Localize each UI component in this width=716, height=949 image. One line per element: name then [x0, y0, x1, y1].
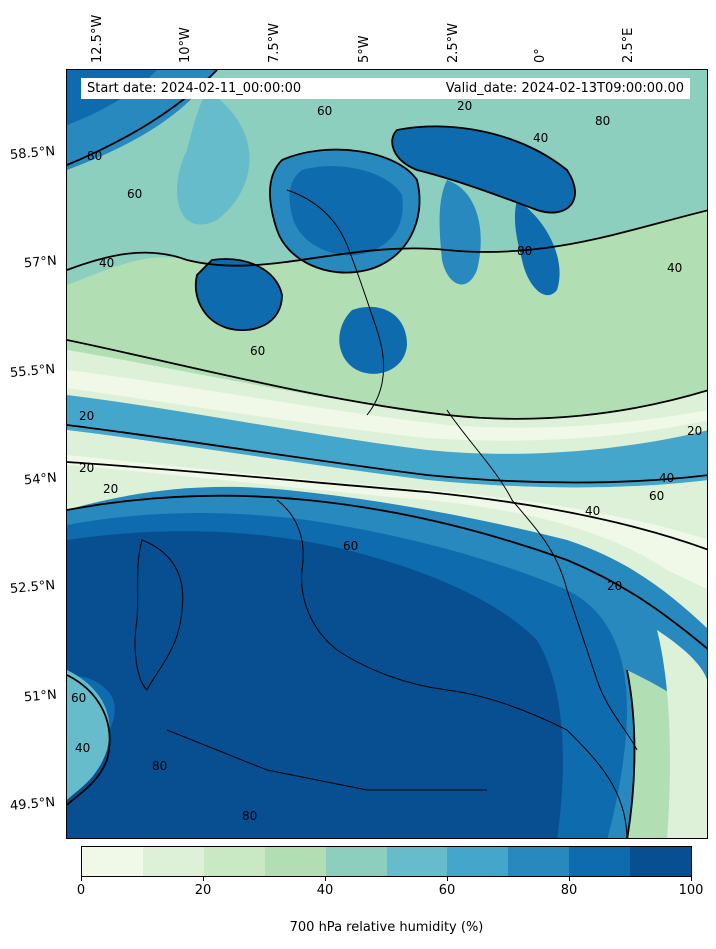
colorbar-segment	[325, 847, 387, 876]
coastline-britain-east	[446, 409, 638, 751]
colorbar-tick-label: 60	[438, 883, 456, 898]
contour-label: 20	[607, 579, 622, 593]
contour-line	[391, 125, 576, 214]
moist-core-central	[339, 306, 407, 374]
valid-date: Valid_date: 2024-02-13T09:00:00.00	[445, 81, 684, 96]
contour-label: 40	[99, 256, 114, 270]
colorbar-segment	[82, 847, 143, 876]
colorbar-segment	[508, 847, 570, 876]
contour-label: 80	[595, 114, 610, 128]
coastline-britain-west	[276, 499, 628, 838]
very-dry-band-north	[67, 370, 707, 441]
longitude-label: 12.5°W	[90, 14, 105, 63]
longitude-label: 0°	[533, 48, 548, 63]
contour-label: 60	[71, 691, 86, 705]
contour-line	[67, 209, 707, 271]
contour-label: 80	[152, 759, 167, 773]
moist-region-south-core	[67, 531, 563, 838]
longitude-label: 7.5°W	[267, 22, 282, 63]
contour-label: 40	[533, 131, 548, 145]
contour-line	[67, 494, 707, 650]
colorbar-tick	[203, 877, 204, 881]
contour-label: 20	[687, 424, 702, 438]
start-date: Start date: 2024-02-11_00:00:00	[87, 81, 302, 96]
contour-line	[67, 461, 707, 551]
contour-label: 80	[242, 809, 257, 823]
moist-streak-north-sea	[392, 126, 576, 213]
contour-label: 40	[75, 741, 90, 755]
colorbar-tick	[569, 877, 570, 881]
colorbar-segment	[447, 847, 509, 876]
colorbar-segment	[264, 847, 326, 876]
moist-band	[177, 90, 250, 225]
colorbar-tick	[691, 877, 692, 881]
latitude-label: 51°N	[23, 687, 58, 706]
contour-line	[67, 339, 707, 420]
longitude-label: 2.5°W	[446, 22, 461, 63]
contour-label: 60	[649, 489, 664, 503]
contour-label: 60	[343, 539, 358, 553]
header-box: Start date: 2024-02-11_00:00:00 Valid_da…	[81, 78, 690, 99]
moist-streak-east	[439, 180, 481, 285]
contour-label: 40	[585, 504, 600, 518]
contour-line	[269, 148, 421, 274]
colorbar-segment	[142, 847, 204, 876]
latitude-label: 57°N	[23, 253, 58, 272]
contour-line	[626, 669, 636, 838]
colorbar-tick	[447, 877, 448, 881]
latitude-label: 49.5°N	[9, 795, 56, 814]
contour-line	[67, 424, 707, 484]
humidity-map-svg: 20 20 20 20 20 20 40 40 40 40 40 40 60 6…	[67, 70, 707, 838]
humidity-map: 20 20 20 20 20 20 40 40 40 40 40 40 60 6…	[66, 69, 708, 839]
coastline-scotland	[286, 189, 385, 416]
contour-label: 20	[79, 409, 94, 423]
latitude-label: 55.5°N	[9, 362, 56, 381]
coastline-ireland	[134, 539, 184, 691]
contour-label: 20	[79, 461, 94, 475]
colorbar-title: 700 hPa relative humidity (%)	[289, 920, 484, 935]
latitude-label: 58.5°N	[9, 144, 56, 163]
colorbar	[81, 846, 692, 877]
longitude-label: 10°W	[178, 27, 193, 63]
latitude-label: 54°N	[23, 470, 58, 489]
moist-streak-east-core	[514, 200, 560, 296]
longitude-label: 2.5°E	[621, 27, 636, 63]
contour-label: 60	[317, 104, 332, 118]
contour-line	[67, 674, 111, 806]
dry-region-southeast	[657, 630, 707, 838]
colorbar-segment	[386, 847, 448, 876]
colorbar-segment	[203, 847, 265, 876]
colorbar-tick	[81, 877, 82, 881]
contour-label: 20	[103, 482, 118, 496]
contour-label: 80	[517, 244, 532, 258]
latitude-label: 52.5°N	[9, 578, 56, 597]
contour-label: 40	[659, 471, 674, 485]
colorbar-tick-label: 40	[316, 883, 334, 898]
colorbar-tick-label: 100	[678, 883, 704, 898]
longitude-label: 5°W	[357, 35, 372, 63]
contour-label: 80	[87, 149, 102, 163]
colorbar-segment	[569, 847, 631, 876]
moist-band-middle	[67, 395, 707, 488]
coastline-france	[166, 729, 487, 791]
contour-label: 60	[127, 187, 142, 201]
colorbar-segment	[630, 847, 692, 876]
colorbar-tick-label: 80	[560, 883, 578, 898]
colorbar-tick	[325, 877, 326, 881]
contour-label: 20	[457, 99, 472, 113]
colorbar-tick-label: 20	[194, 883, 212, 898]
moist-core-scotland-inner	[289, 166, 403, 256]
contour-line	[194, 258, 283, 332]
contour-label: 60	[250, 344, 265, 358]
moist-core-hebrides	[195, 259, 282, 331]
contour-label: 40	[667, 261, 682, 275]
colorbar-tick-label: 0	[76, 883, 86, 898]
very-dry-band-south	[67, 455, 707, 590]
